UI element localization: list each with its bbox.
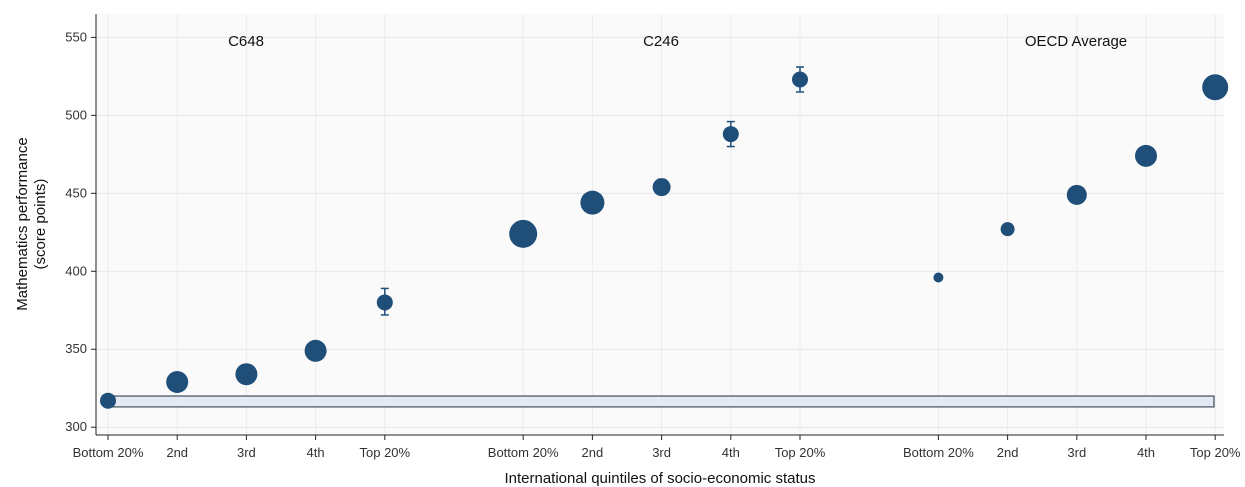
y-tick-label: 300 [65,419,87,434]
data-point [376,294,393,311]
data-point [166,370,189,393]
x-tick-label: 4th [722,445,740,460]
data-point [1066,184,1087,205]
y-axis-title-line-1: Mathematics performance [14,137,31,310]
x-tick-label: Bottom 20% [488,445,559,460]
group-title-c648: C648 [228,33,264,50]
x-tick-label: 3rd [1067,445,1086,460]
y-tick-label: 400 [65,263,87,278]
data-point [722,126,739,143]
data-point [933,272,944,283]
x-tick-label: 2nd [997,445,1019,460]
group-title-c246: C246 [643,33,679,50]
y-tick-label: 500 [65,107,87,122]
x-tick-label: Top 20% [360,445,411,460]
x-axis-title: International quintiles of socio-economi… [504,470,815,487]
x-tick-label: Bottom 20% [903,445,974,460]
band-layer [107,395,1215,408]
plot-background [96,14,1224,435]
data-point [652,178,671,197]
data-point [1000,222,1015,237]
data-point [1135,144,1157,167]
x-tick-label: Top 20% [1190,445,1241,460]
x-tick-label: 2nd [582,445,604,460]
x-tick-label: 4th [307,445,325,460]
y-tick-label: 550 [65,29,87,44]
x-tick-label: 3rd [237,445,256,460]
data-point [580,190,605,215]
x-tick-label: Top 20% [775,445,826,460]
label-layer: International quintiles of socio-economi… [14,33,1127,487]
data-point [1202,74,1229,101]
x-tick-label: 2nd [166,445,188,460]
y-tick-label: 350 [65,341,87,356]
data-point [235,363,258,386]
data-point [509,219,538,248]
y-tick-label: 450 [65,185,87,200]
y-axis-title-line-2: (score points) [32,179,49,270]
group-title-oecd-average: OECD Average [1025,33,1127,50]
reference-band [107,395,1215,408]
x-tick-label: Bottom 20% [73,445,144,460]
data-point [100,392,116,409]
axis-layer: 300 350 400 450 500 550 Bottom 20% 2nd 3rd 4th Top… [65,14,1241,460]
x-tick-label: 4th [1137,445,1155,460]
data-point [304,339,327,362]
x-tick-label: 3rd [652,445,671,460]
data-point [792,71,808,88]
marks-layer [100,66,1229,409]
